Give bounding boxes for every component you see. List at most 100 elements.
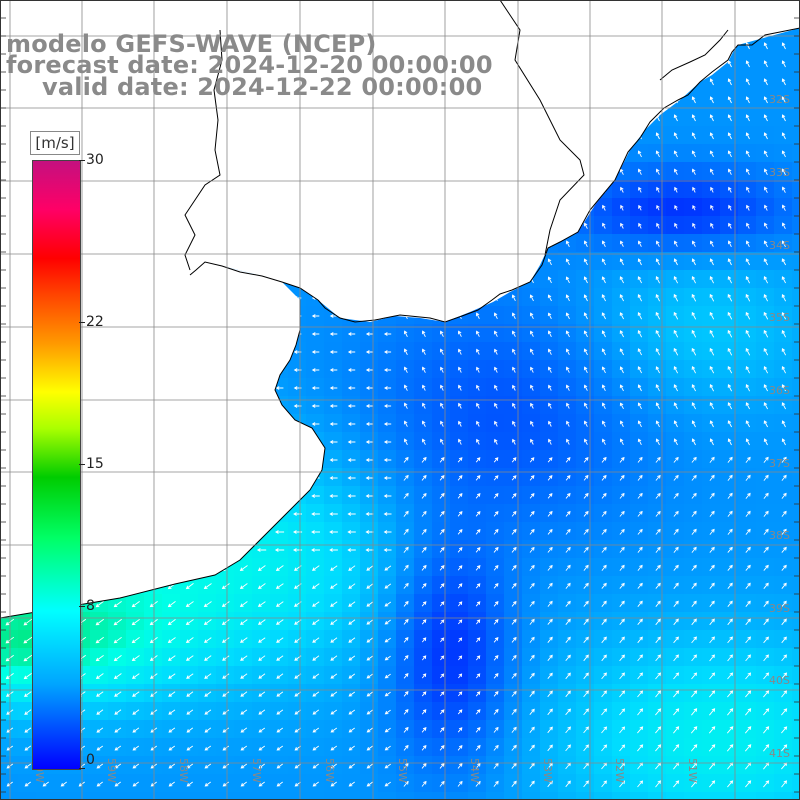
wind-cell <box>126 774 145 793</box>
wind-arrow <box>383 530 392 534</box>
wind-arrow <box>458 420 462 427</box>
wind-cell <box>180 648 199 667</box>
wind-cell <box>396 468 415 487</box>
wind-cell <box>684 594 703 613</box>
longitude-label: 53W <box>541 758 554 783</box>
wind-cell <box>414 612 433 631</box>
wind-cell <box>162 792 181 800</box>
wind-arrow <box>691 528 697 535</box>
wind-cell <box>540 684 559 703</box>
wind-cell <box>594 702 613 721</box>
wind-cell <box>432 540 451 559</box>
wind-arrow <box>602 222 606 229</box>
wind-arrow <box>709 690 716 698</box>
wind-cell <box>648 504 667 523</box>
wind-arrow <box>565 312 570 320</box>
wind-cell <box>360 576 379 595</box>
wind-arrow <box>494 384 498 391</box>
wind-arrow <box>619 294 624 302</box>
wind-cell <box>234 720 253 739</box>
wind-cell <box>774 792 793 800</box>
wind-arrow <box>383 458 392 462</box>
wind-arrow <box>366 673 374 679</box>
wind-arrow <box>132 727 140 733</box>
wind-arrow <box>366 763 373 769</box>
wind-arrow <box>637 780 644 788</box>
wind-arrow <box>637 744 644 752</box>
wind-cell <box>558 522 577 541</box>
wind-cell <box>162 630 181 649</box>
wind-arrow <box>655 240 660 247</box>
wind-arrow <box>475 691 481 697</box>
wind-cell <box>756 594 775 613</box>
wind-cell <box>522 738 541 757</box>
wind-cell <box>144 648 163 667</box>
wind-cell <box>720 648 739 667</box>
wind-arrow <box>619 348 624 356</box>
wind-arrow <box>745 780 752 788</box>
wind-cell <box>648 792 667 800</box>
wind-arrow <box>403 637 409 643</box>
wind-arrow <box>692 186 696 193</box>
wind-cell <box>486 684 505 703</box>
wind-cell <box>342 756 361 775</box>
wind-arrow <box>493 744 499 751</box>
wind-cell <box>522 666 541 685</box>
wind-arrow <box>240 691 248 697</box>
wind-arrow <box>42 781 49 787</box>
wind-arrow <box>458 384 462 391</box>
wind-cell <box>90 756 109 775</box>
wind-arrow <box>673 546 679 553</box>
wind-arrow <box>348 727 355 733</box>
wind-arrow <box>114 691 122 697</box>
wind-cell <box>108 774 127 793</box>
wind-cell <box>234 630 253 649</box>
wind-arrow <box>439 780 445 787</box>
wind-cell <box>630 450 649 469</box>
wind-arrow <box>204 745 212 751</box>
wind-arrow <box>745 564 751 571</box>
wind-arrow <box>601 312 606 320</box>
wind-arrow <box>601 564 607 571</box>
wind-arrow <box>365 548 374 552</box>
wind-cell <box>792 378 800 397</box>
wind-cell <box>414 702 433 721</box>
wind-arrow <box>655 582 661 589</box>
wind-arrow <box>276 691 284 697</box>
wind-arrow <box>656 186 660 193</box>
wind-arrow <box>347 494 356 498</box>
wind-arrow <box>637 348 642 356</box>
wind-cell <box>774 450 793 469</box>
wind-arrow <box>583 672 589 680</box>
wind-arrow <box>637 402 642 410</box>
wind-cell <box>378 720 397 739</box>
wind-arrow <box>583 402 588 409</box>
wind-arrow <box>547 618 553 625</box>
wind-arrow <box>366 601 374 607</box>
wind-cell <box>324 540 343 559</box>
wind-cell <box>90 666 109 685</box>
wind-arrow <box>691 510 697 517</box>
wind-cell <box>18 648 37 667</box>
wind-arrow <box>655 456 661 463</box>
wind-cell <box>540 756 559 775</box>
wind-arrow <box>709 618 715 626</box>
wind-cell <box>720 774 739 793</box>
wind-cell <box>630 684 649 703</box>
wind-arrow <box>312 727 320 733</box>
wind-arrow <box>275 601 284 607</box>
wind-cell <box>324 324 343 343</box>
wind-cell <box>702 612 721 631</box>
wind-cell <box>378 432 397 451</box>
wind-arrow <box>710 222 714 229</box>
wind-arrow <box>547 708 553 716</box>
wind-arrow <box>168 727 176 733</box>
wind-arrow <box>475 475 481 481</box>
wind-arrow <box>529 564 535 571</box>
wind-arrow <box>655 474 661 481</box>
wind-arrow <box>745 600 751 607</box>
wind-arrow <box>601 636 607 644</box>
wind-arrow <box>655 510 661 517</box>
wind-arrow <box>781 600 787 607</box>
wind-cell <box>270 612 289 631</box>
